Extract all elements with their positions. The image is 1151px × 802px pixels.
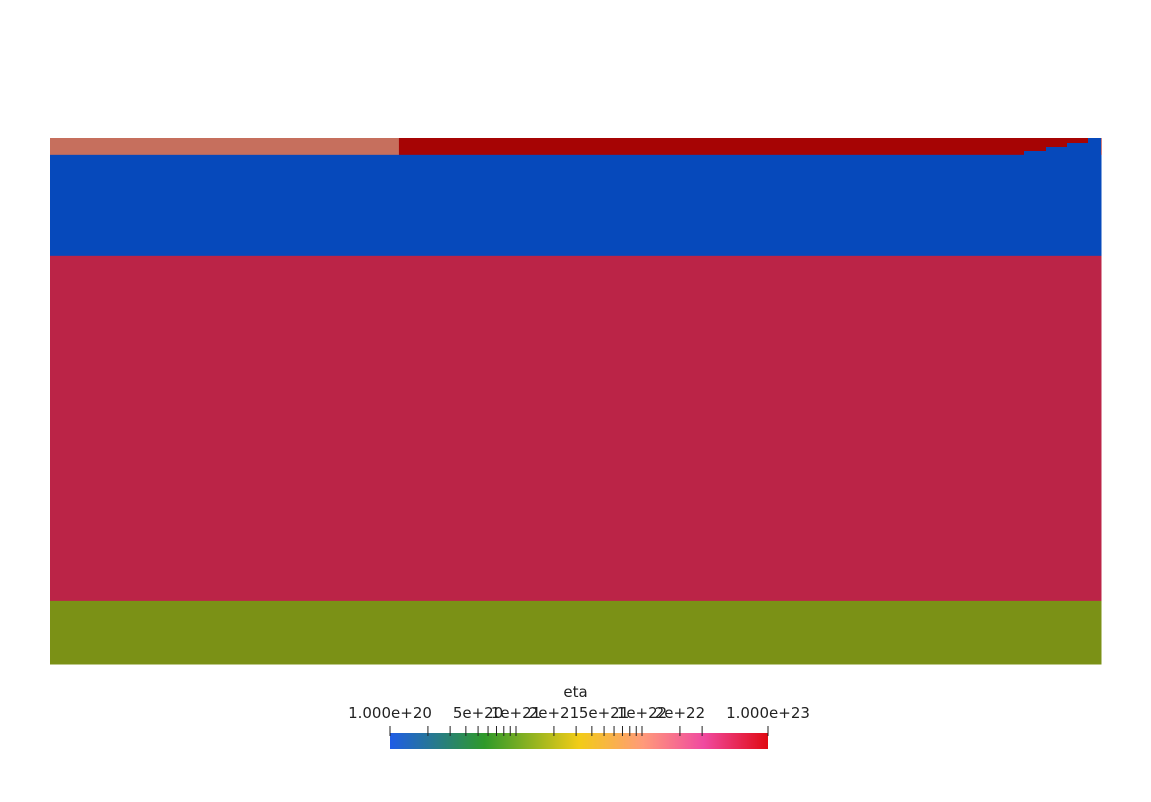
layer-2	[50, 154, 1102, 257]
colorbar-gradient	[390, 733, 768, 749]
colorbar-label: 1.000e+20	[348, 704, 432, 722]
colorbar-title: eta	[563, 683, 588, 701]
layer-1	[398, 138, 1102, 156]
colorbar-label: 1e+22	[617, 704, 667, 722]
layer-4	[50, 600, 1102, 665]
layer-3	[50, 255, 1102, 602]
field-layers	[50, 138, 1102, 665]
colorbar-ticks	[389, 726, 769, 736]
colorbar-label: 5e+21	[579, 704, 629, 722]
colorbar-label: 1e+21	[491, 704, 541, 722]
staircase-edge	[1024, 138, 1101, 156]
colorbar-label: 2e+22	[655, 704, 705, 722]
staircase-step	[1088, 138, 1101, 156]
colorbar-label: 5e+20	[453, 704, 503, 722]
colorbar-label: 1.000e+23	[726, 704, 810, 722]
colorbar-label: 2e+21	[529, 704, 579, 722]
